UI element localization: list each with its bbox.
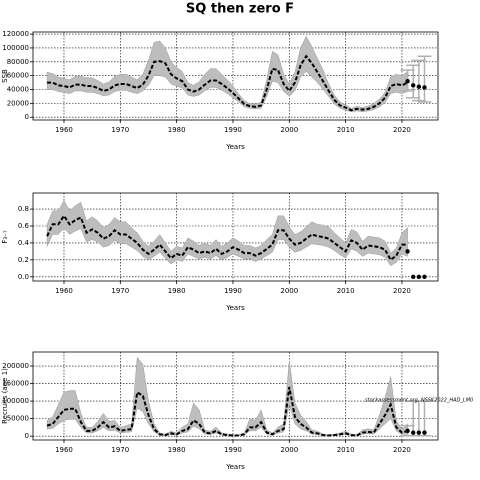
x-tick-label: 2010 bbox=[337, 287, 355, 295]
x-tick-label: 1990 bbox=[224, 287, 242, 295]
y-tick-label: 0.0 bbox=[18, 273, 29, 281]
x-tick-label: 1980 bbox=[168, 287, 186, 295]
forecast-point bbox=[411, 430, 416, 435]
x-tick-label: 1960 bbox=[55, 126, 73, 134]
x-tick-label: 1990 bbox=[224, 126, 242, 134]
forecast-point bbox=[416, 430, 422, 435]
y-tick-label: 0.6 bbox=[18, 222, 30, 230]
estimate-line bbox=[46, 386, 408, 437]
x-axis-label: Years bbox=[225, 304, 245, 312]
y-axis-label: F₃₋₇ bbox=[1, 230, 9, 244]
x-tick-label: 2020 bbox=[393, 446, 411, 454]
forecast-point bbox=[416, 84, 422, 89]
x-tick-label: 1970 bbox=[111, 446, 129, 454]
x-tick-label: 1980 bbox=[168, 126, 186, 134]
y-tick-label: 200000 bbox=[2, 362, 29, 370]
x-axis-label: Years bbox=[225, 143, 245, 151]
x-tick-label: 2000 bbox=[280, 287, 298, 295]
y-tick-label: 60000 bbox=[7, 72, 29, 80]
y-tick-label: 100000 bbox=[2, 44, 29, 52]
x-tick-label: 2010 bbox=[337, 446, 355, 454]
y-tick-label: 0.8 bbox=[18, 205, 29, 213]
x-tick-label: 1970 bbox=[111, 126, 129, 134]
confidence-band bbox=[46, 35, 408, 112]
forecast-point bbox=[405, 428, 410, 434]
y-tick-label: 0 bbox=[25, 113, 29, 121]
y-tick-label: 120000 bbox=[2, 30, 29, 38]
forecast-point bbox=[405, 78, 410, 84]
confidence-band bbox=[46, 356, 408, 437]
plot-frame bbox=[32, 192, 439, 282]
x-tick-label: 2000 bbox=[280, 446, 298, 454]
y-tick-label: 40000 bbox=[7, 86, 29, 94]
forecast-point bbox=[411, 274, 416, 279]
y-tick-label: 50000 bbox=[7, 415, 29, 423]
x-tick-label: 2000 bbox=[280, 126, 298, 134]
x-tick-label: 1960 bbox=[55, 287, 73, 295]
forecast-point bbox=[422, 274, 427, 279]
annotation: stockassessment.org, NSSK2022_HAD_LM0 bbox=[365, 398, 473, 404]
forecast-point bbox=[405, 249, 410, 254]
x-tick-label: 1960 bbox=[55, 446, 73, 454]
confidence-band bbox=[46, 200, 408, 267]
forecast-point bbox=[422, 85, 427, 90]
y-axis-label: SSB bbox=[1, 69, 9, 83]
forecast-point bbox=[416, 274, 422, 279]
y-tick-label: 20000 bbox=[7, 99, 29, 107]
x-axis-label: Years bbox=[225, 463, 245, 471]
plot-frame bbox=[32, 351, 439, 441]
plot-frame bbox=[32, 31, 439, 121]
x-tick-label: 2020 bbox=[393, 287, 411, 295]
chart-title: SQ then zero F bbox=[186, 2, 294, 17]
x-tick-label: 2010 bbox=[337, 126, 355, 134]
x-tick-label: 1990 bbox=[224, 446, 242, 454]
y-tick-label: 150000 bbox=[2, 380, 29, 388]
y-tick-label: 0.2 bbox=[18, 256, 29, 264]
x-tick-label: 1980 bbox=[168, 446, 186, 454]
estimate-line bbox=[47, 54, 409, 112]
y-tick-label: 80000 bbox=[7, 58, 29, 66]
y-tick-label: 0 bbox=[25, 432, 29, 440]
y-tick-label: 100000 bbox=[2, 397, 29, 405]
y-axis-label: Recruits (age 1) bbox=[1, 368, 9, 424]
y-tick-label: 0.4 bbox=[18, 239, 30, 247]
forecast-point bbox=[411, 83, 416, 88]
x-tick-label: 1970 bbox=[111, 287, 129, 295]
estimate-line bbox=[46, 214, 408, 262]
forecast-point bbox=[422, 430, 427, 435]
x-tick-label: 2020 bbox=[393, 126, 411, 134]
